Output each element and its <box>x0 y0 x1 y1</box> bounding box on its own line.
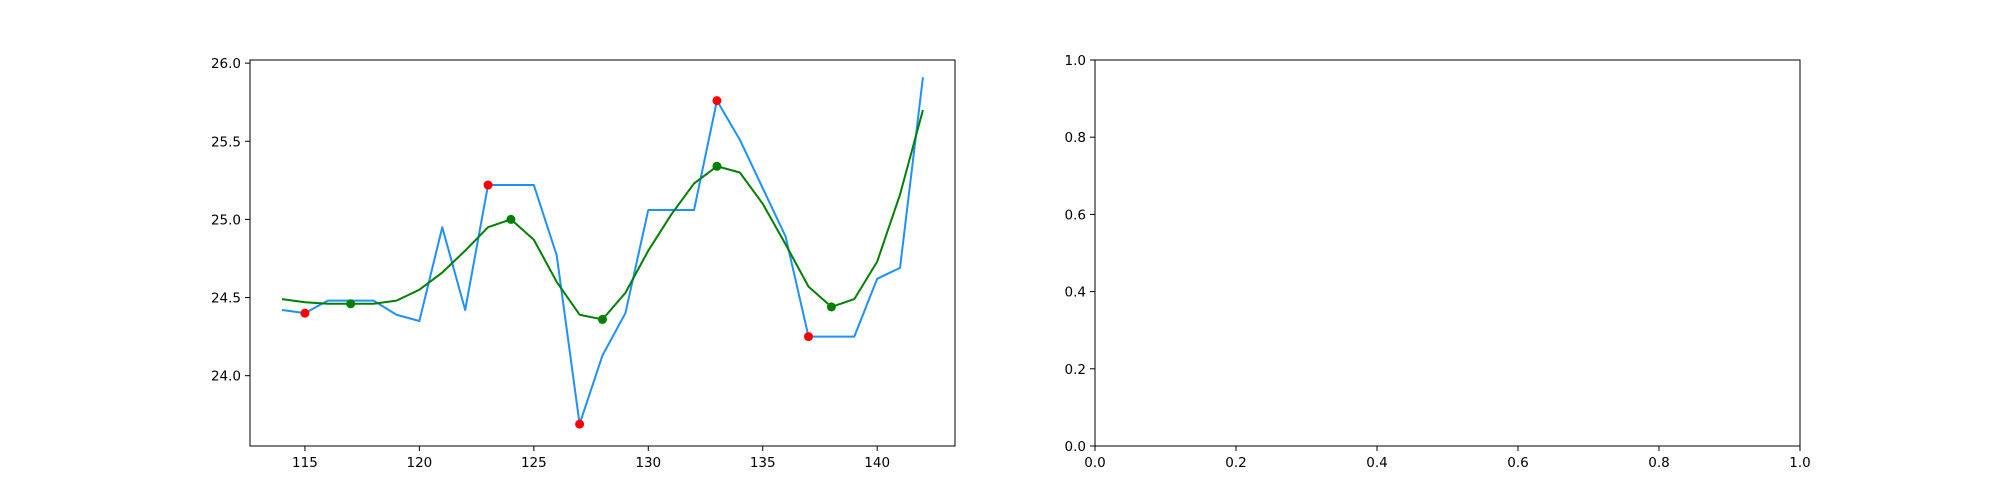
left-smoothed-extrema-marker <box>346 299 356 309</box>
left-y-tick-label: 26.0 <box>211 56 241 72</box>
left-x-tick-label: 130 <box>635 455 661 471</box>
left-x-ticks: 115 120 125 130 135 140 <box>292 446 890 471</box>
left-raw-line <box>281 77 924 426</box>
left-y-tick-label: 24.5 <box>211 291 241 307</box>
left-y-ticks: 24.0 24.5 25.0 25.5 26.0 <box>211 56 250 385</box>
left-y-tick-label: 25.0 <box>211 212 241 228</box>
right-x-tick-label: 0.4 <box>1366 455 1387 471</box>
left-x-tick-label: 115 <box>292 455 318 471</box>
right-y-tick-label: 1.0 <box>1065 53 1086 69</box>
left-peaks-and-troughs-marker <box>804 332 814 342</box>
right-y-tick-label: 0.0 <box>1065 439 1086 455</box>
right-y-ticks: 0.0 0.2 0.4 0.6 0.8 1.0 <box>1065 53 1095 455</box>
right-y-tick-label: 0.8 <box>1065 130 1086 146</box>
left-smoothed-extrema-marker <box>826 302 836 312</box>
left-y-tick-label: 24.0 <box>211 369 241 385</box>
left-axes-frame <box>249 59 956 447</box>
right-x-tick-label: 0.2 <box>1225 455 1246 471</box>
left-x-tick-label: 120 <box>406 455 432 471</box>
left-y-tick-label: 25.5 <box>211 134 241 150</box>
left-peaks-and-troughs-marker <box>575 419 585 429</box>
left-peaks-and-troughs-marker <box>712 96 722 106</box>
left-axes: 115 120 125 130 135 140 24.0 24.5 25.0 25.5 26.0 <box>211 56 956 471</box>
right-x-ticks: 0.0 0.2 0.4 0.6 0.8 1.0 <box>1084 446 1811 471</box>
left-peaks-and-troughs-marker <box>300 308 310 318</box>
left-x-tick-label: 135 <box>750 455 776 471</box>
right-y-tick-label: 0.6 <box>1065 207 1086 223</box>
right-x-tick-label: 0.0 <box>1084 455 1105 471</box>
right-x-tick-label: 0.6 <box>1507 455 1528 471</box>
right-axes-frame <box>1094 59 1801 447</box>
left-peaks-and-troughs-marker <box>483 180 493 190</box>
left-plot-markers <box>300 96 836 429</box>
right-y-tick-label: 0.4 <box>1065 285 1086 301</box>
left-smoothed-extrema-marker <box>712 161 722 171</box>
right-y-tick-label: 0.2 <box>1065 362 1086 378</box>
left-smoothed-extrema-marker <box>506 214 516 224</box>
right-x-tick-label: 0.8 <box>1648 455 1669 471</box>
right-axes: 0.0 0.2 0.4 0.6 0.8 1.0 0.0 0.2 0.4 0.6 0.8 1.0 <box>1065 53 1811 471</box>
right-x-tick-label: 1.0 <box>1789 455 1810 471</box>
left-smoothed-extrema-marker <box>598 314 607 324</box>
left-x-tick-label: 125 <box>521 455 547 471</box>
left-x-tick-label: 140 <box>864 455 890 471</box>
